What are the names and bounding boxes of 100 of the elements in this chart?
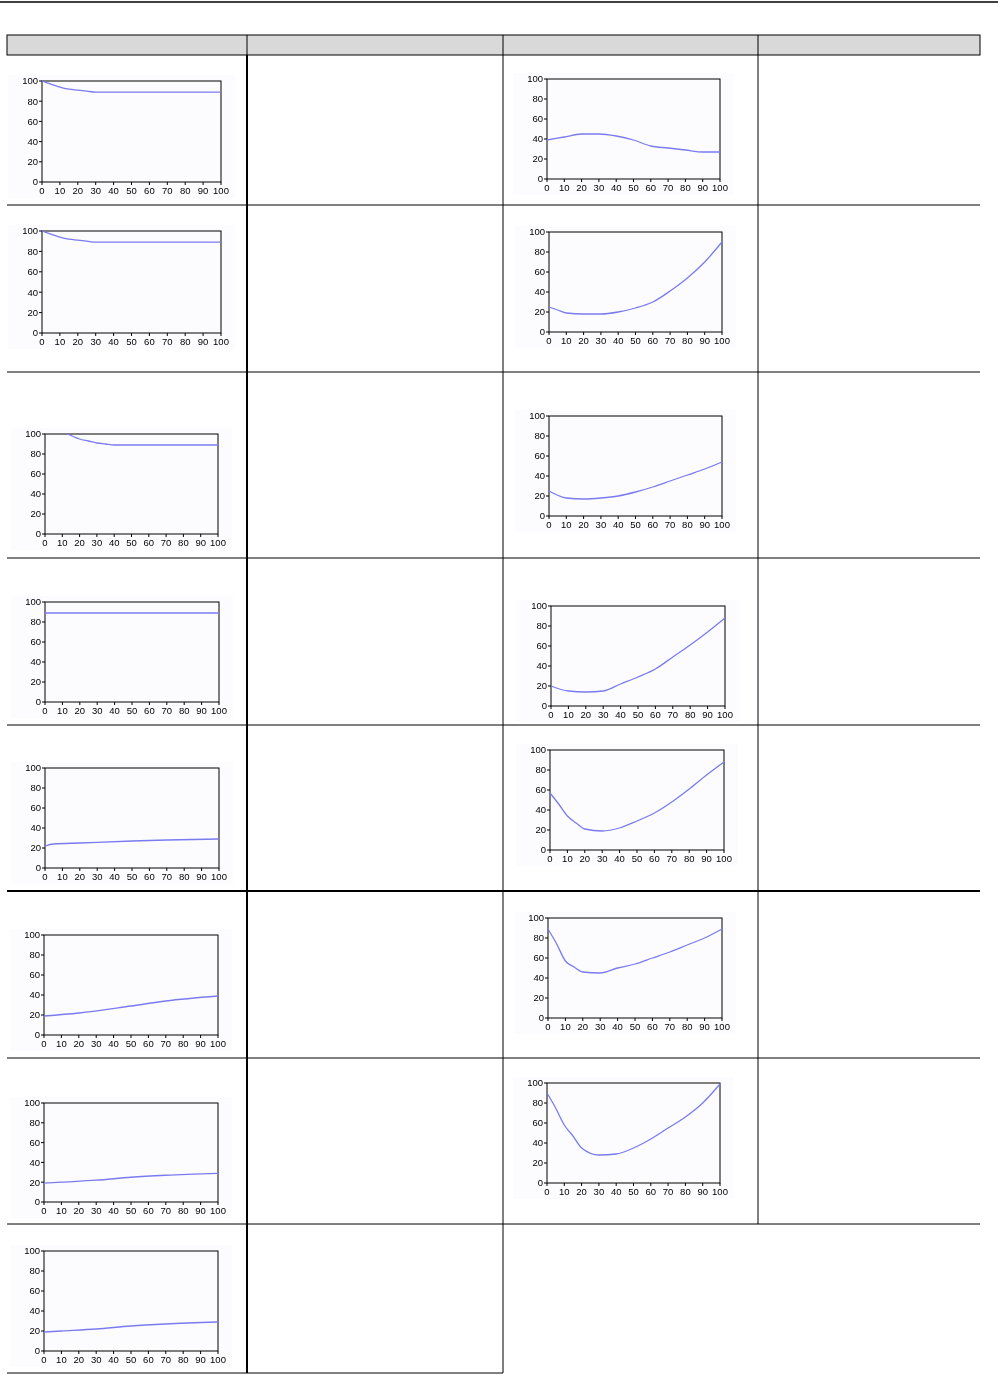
y-tick-label: 80 [29,1117,40,1129]
y-tick-label: 100 [25,596,41,608]
x-tick-label: 20 [74,537,85,548]
x-tick-label: 80 [178,705,190,716]
y-tick-label: 20 [27,156,38,168]
y-tick-label: 40 [30,656,41,668]
y-tick-label: 0 [34,1196,40,1208]
x-tick-label: 60 [144,336,155,347]
x-tick-label: 30 [90,1354,102,1365]
line-series [43,995,219,1017]
x-tick-label: 70 [160,537,172,548]
x-tick-label: 100 [712,182,728,193]
x-tick-label: 70 [161,871,173,882]
y-tick-label: 20 [30,508,41,520]
y-tick-label: 40 [535,804,546,816]
y-tick-label: 100 [530,744,546,756]
x-tick-label: 60 [144,871,155,882]
y-tick-label: 20 [29,1176,40,1188]
x-tick-label: 30 [90,336,101,347]
x-tick-label: 100 [213,336,229,347]
x-tick-label: 0 [548,709,554,720]
x-tick-label: 100 [714,1021,730,1032]
x-tick-label: 30 [91,871,103,882]
y-tick-label: 60 [535,784,546,796]
x-tick-label: 90 [197,336,209,347]
x-tick-label: 60 [647,519,659,530]
y-tick-label: 100 [529,410,545,422]
x-tick-label: 100 [211,705,227,716]
x-tick-label: 50 [628,182,639,193]
x-tick-label: 40 [615,709,626,720]
y-tick-label: 0 [537,173,543,185]
x-tick-label: 60 [144,705,155,716]
line-series [43,1172,219,1184]
x-tick-label: 60 [647,335,659,346]
x-tick-label: 40 [612,1021,623,1032]
line-series [547,928,723,974]
x-tick-label: 10 [559,1186,570,1197]
x-tick-label: 50 [632,709,644,720]
y-tick-label: 0 [539,326,545,338]
x-tick-label: 50 [631,853,643,864]
x-tick-label: 20 [578,519,589,530]
y-tick-label: 100 [22,225,38,237]
y-tick-label: 0 [539,510,545,522]
x-tick-label: 80 [680,1186,691,1197]
y-tick-label: 80 [30,782,41,794]
x-tick-label: 100 [210,1354,226,1365]
x-tick-label: 20 [73,1038,85,1049]
x-tick-label: 80 [179,336,191,347]
y-tick-label: 0 [34,1345,40,1357]
line-series [549,761,725,832]
x-tick-label: 40 [109,705,120,716]
x-tick-label: 60 [650,709,661,720]
x-tick-label: 90 [697,182,708,193]
x-tick-label: 70 [662,1186,674,1197]
y-tick-label: 80 [535,764,546,776]
x-tick-label: 10 [563,709,574,720]
x-tick-label: 80 [178,871,190,882]
line-series [546,1083,721,1156]
y-tick-label: 100 [24,1097,40,1109]
x-tick-label: 50 [628,1186,639,1197]
x-tick-label: 30 [593,1186,605,1197]
x-tick-label: 0 [42,871,48,882]
y-tick-label: 100 [22,75,38,87]
x-tick-label: 90 [697,1186,708,1197]
y-tick-label: 0 [35,528,41,540]
y-tick-label: 40 [30,488,41,500]
x-tick-label: 90 [197,185,209,196]
y-tick-label: 20 [534,306,545,318]
x-tick-label: 10 [562,853,573,864]
x-tick-label: 100 [716,853,732,864]
y-tick-label: 40 [27,286,38,298]
x-tick-label: 50 [126,537,137,548]
x-tick-label: 50 [126,705,138,716]
x-tick-label: 30 [595,519,607,530]
line-series [546,133,721,153]
y-tick-label: 20 [536,680,547,692]
y-tick-label: 100 [527,73,543,85]
line-series [66,433,219,446]
x-tick-label: 20 [580,709,592,720]
x-tick-label: 30 [90,185,101,196]
y-tick-label: 60 [30,636,41,648]
x-tick-label: 20 [576,1186,587,1197]
x-tick-label: 10 [559,182,570,193]
x-tick-label: 10 [561,335,572,346]
y-tick-label: 0 [538,1012,544,1024]
x-tick-label: 10 [57,537,68,548]
x-tick-label: 40 [614,853,625,864]
x-tick-label: 30 [594,1021,606,1032]
y-tick-label: 60 [533,952,544,964]
x-tick-label: 80 [682,519,693,530]
x-tick-label: 50 [125,1354,137,1365]
y-tick-label: 20 [532,1157,543,1169]
y-tick-label: 0 [537,1177,543,1189]
x-tick-label: 20 [72,336,84,347]
x-tick-label: 40 [108,1354,119,1365]
x-tick-label: 80 [179,185,191,196]
x-tick-label: 30 [595,335,607,346]
x-tick-label: 90 [699,335,710,346]
y-tick-label: 20 [29,1325,40,1337]
x-tick-label: 70 [667,709,679,720]
